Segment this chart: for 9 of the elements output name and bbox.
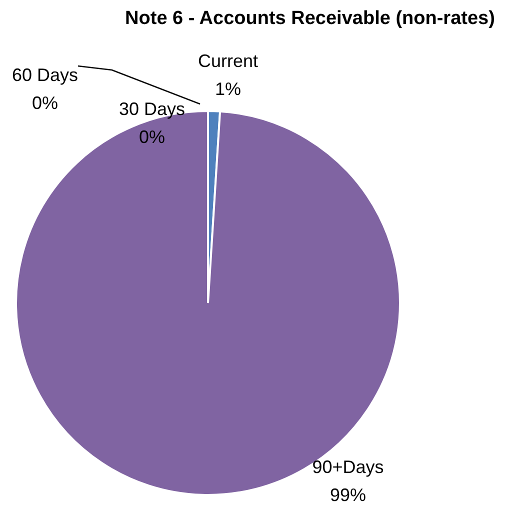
slice-label: 90+Days — [311, 456, 385, 479]
slice-label: Current — [196, 50, 260, 73]
category-label: 30 Days — [118, 99, 186, 119]
text: 0% — [32, 93, 58, 113]
chart-title: Note 6 - Accounts Receivable (non-rates) — [124, 8, 496, 30]
text: 0% — [138, 127, 165, 147]
category-label: 60 Days — [12, 65, 78, 85]
data-label: 99% — [328, 484, 368, 507]
data-label: 1% — [214, 79, 241, 99]
